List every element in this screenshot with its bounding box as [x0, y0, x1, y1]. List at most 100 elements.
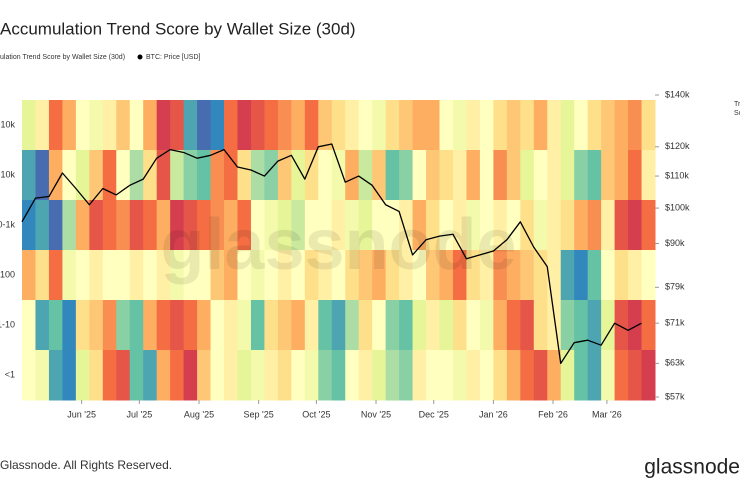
heat-cell: [345, 150, 360, 201]
heat-cell: [210, 100, 225, 151]
heat-cell: [345, 100, 360, 151]
heat-cell: [426, 150, 441, 201]
heat-cell: [533, 350, 548, 401]
heat-cell: [156, 300, 171, 351]
heat-cell: [89, 300, 104, 351]
heat-cell: [35, 350, 50, 401]
chart-title: Accumulation Trend Score by Wallet Size …: [0, 19, 356, 38]
heat-cell: [426, 100, 441, 151]
heat-cell: [533, 150, 548, 201]
heat-cell: [493, 300, 508, 351]
heat-cell: [614, 200, 629, 251]
heat-cell: [210, 350, 225, 401]
heat-cell: [560, 350, 575, 401]
heat-cell: [399, 250, 414, 301]
heat-cell: [345, 350, 360, 401]
heat-cell: [372, 300, 387, 351]
heat-cell: [479, 150, 494, 201]
heat-cell: [479, 100, 494, 151]
heat-cell: [197, 250, 212, 301]
heat-cell: [372, 350, 387, 401]
heat-cell: [304, 250, 319, 301]
heat-cell: [520, 350, 535, 401]
heat-cell: [331, 100, 346, 151]
heat-cell: [210, 150, 225, 201]
heat-cell: [183, 350, 198, 401]
heat-cell: [601, 100, 616, 151]
heat-cell: [170, 100, 185, 151]
heat-cell: [547, 200, 562, 251]
heat-cell: [62, 200, 77, 251]
heat-cell: [520, 200, 535, 251]
heat-cell: [533, 300, 548, 351]
row-label: -10k: [0, 119, 15, 129]
heat-cell: [372, 150, 387, 201]
heat-cell: [62, 300, 77, 351]
heat-cell: [547, 100, 562, 151]
heat-cell: [358, 250, 373, 301]
heat-cell: [547, 150, 562, 201]
heat-cell: [560, 100, 575, 151]
heat-cell: [628, 300, 643, 351]
heat-cell: [75, 250, 90, 301]
heat-cell: [237, 100, 252, 151]
y2-tick-label: $110k: [665, 170, 689, 180]
heat-cell: [170, 350, 185, 401]
heat-cell: [304, 350, 319, 401]
heat-cell: [143, 350, 158, 401]
heat-cell: [399, 300, 414, 351]
y2-tick-label: $79k: [665, 282, 685, 292]
row-label: <1: [5, 369, 15, 379]
heat-cell: [116, 100, 131, 151]
heat-cell: [89, 200, 104, 251]
heatmap: [22, 100, 656, 401]
heat-cell: [170, 250, 185, 301]
heat-cell: [210, 200, 225, 251]
heat-cell: [641, 150, 656, 201]
heat-cell: [520, 300, 535, 351]
heat-cell: [345, 200, 360, 251]
heat-cell: [412, 100, 427, 151]
heat-cell: [318, 200, 333, 251]
heat-cell: [129, 250, 144, 301]
heat-cell: [533, 100, 548, 151]
heat-cell: [412, 200, 427, 251]
heat-cell: [601, 350, 616, 401]
heat-cell: [250, 100, 265, 151]
heat-cell: [170, 300, 185, 351]
heat-cell: [156, 200, 171, 251]
heat-cell: [439, 250, 454, 301]
heat-cell: [291, 100, 306, 151]
heat-cell: [628, 350, 643, 401]
heat-cell: [62, 100, 77, 151]
heat-cell: [277, 350, 292, 401]
heat-cell: [210, 250, 225, 301]
heat-cell: [291, 300, 306, 351]
heat-cell: [466, 350, 481, 401]
heat-cell: [452, 200, 467, 251]
heat-cell: [587, 350, 602, 401]
y2-tick-label: $100k: [665, 202, 690, 212]
heat-cell: [479, 250, 494, 301]
heat-cell: [560, 150, 575, 201]
y2-tick-label: $90k: [665, 238, 685, 248]
heat-cell: [439, 100, 454, 151]
heat-cell: [560, 300, 575, 351]
heat-cell: [452, 250, 467, 301]
heat-cell: [129, 100, 144, 151]
heat-cell: [224, 200, 238, 251]
heat-cell: [35, 200, 50, 251]
x-tick-label: Nov '25: [361, 409, 391, 419]
heat-cell: [48, 150, 63, 201]
y2-tick-label: $63k: [665, 358, 685, 368]
heat-cell: [331, 150, 346, 201]
heat-cell: [439, 350, 454, 401]
legend-price: BTC: Price [USD]: [146, 54, 201, 61]
heat-cell: [574, 350, 589, 401]
heat-cell: [412, 250, 427, 301]
x-tick-label: Dec '25: [419, 409, 449, 419]
row-label: 100: [0, 269, 15, 279]
heat-cell: [22, 150, 36, 201]
heat-cell: [628, 250, 643, 301]
heat-cell: [48, 300, 63, 351]
